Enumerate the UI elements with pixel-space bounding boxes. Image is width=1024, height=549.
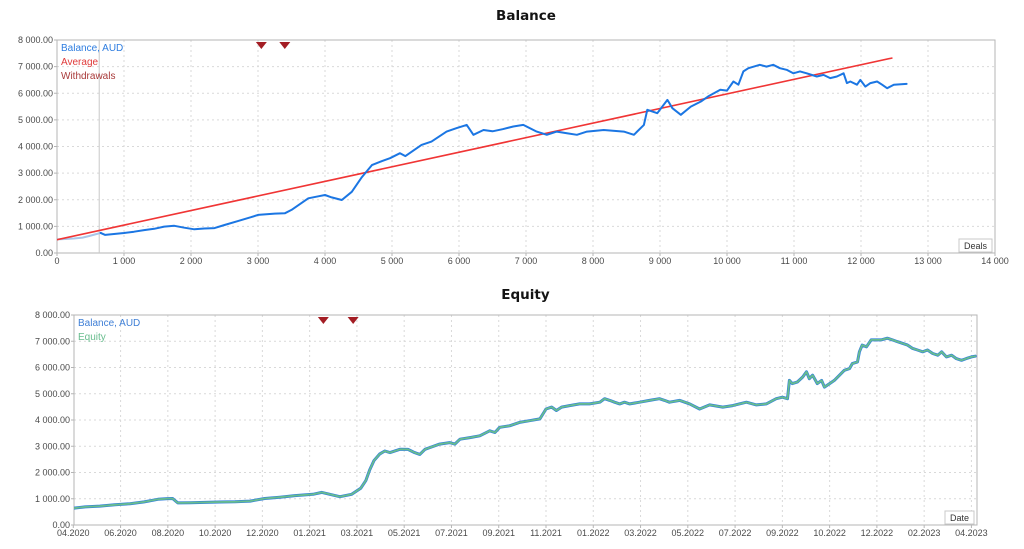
x-tick-label: 07.2021 (435, 528, 468, 538)
x-tick-label: 13 000 (914, 256, 942, 266)
x-tick-label: 8 000 (582, 256, 605, 266)
x-tick-label: 09.2022 (766, 528, 799, 538)
legend-item-balance-aud: Balance, AUD (61, 43, 124, 54)
legend-item-equity: Equity (78, 332, 106, 343)
average-line (57, 57, 893, 241)
balance-initial-segment--line (57, 231, 103, 241)
equity-chart: Equity 8 000.00 7 000.00 6 000.00 5 000.00 4… (0, 283, 1024, 549)
equity-chart-title: Equity (501, 287, 550, 303)
x-tick-label: 10.2020 (199, 528, 232, 538)
x-tick-label: 04.2023 (955, 528, 988, 538)
x-tick-label: 10.2022 (813, 528, 846, 538)
x-tick-label: 6 000 (448, 256, 471, 266)
plot-border (56, 39, 996, 254)
axis-name-box (958, 238, 993, 253)
equity-line (74, 337, 977, 510)
x-tick-label: 07.2022 (719, 528, 752, 538)
x-tick-label: 5 000 (381, 256, 404, 266)
x-tick-label: 09.2021 (482, 528, 515, 538)
x-tick-label: 01.2022 (577, 528, 610, 538)
y-tick-label: 7 000.00 (35, 336, 70, 346)
x-tick-label: 03.2021 (341, 528, 374, 538)
withdrawal-marker-icon (279, 42, 291, 49)
y-tick-label: 1 000.00 (35, 494, 70, 504)
withdrawal-marker-icon (317, 317, 329, 324)
x-tick-label: 08.2020 (152, 528, 185, 538)
x-tick-label: 4 000 (314, 256, 337, 266)
equity-chart-plot: 8 000.00 7 000.00 6 000.00 5 000.00 4 000.00… (35, 310, 988, 538)
x-tick-label: 05.2022 (672, 528, 705, 538)
y-tick-label: 0.00 (52, 520, 70, 530)
x-tick-label: 3 000 (247, 256, 270, 266)
x-tick-label: 02.2023 (908, 528, 941, 538)
x-tick-label: 10 000 (713, 256, 741, 266)
y-tick-label: 4 000.00 (18, 142, 53, 152)
y-tick-label: 6 000.00 (18, 88, 53, 98)
balance-aud-line (99, 63, 908, 236)
y-tick-label: 2 000.00 (35, 468, 70, 478)
axis-name-label: Date (950, 513, 969, 523)
y-tick-label: 6 000.00 (35, 363, 70, 373)
x-tick-label: 14 000 (981, 256, 1009, 266)
x-tick-label: 2 000 (180, 256, 203, 266)
x-tick-label: 05.2021 (388, 528, 421, 538)
legend-item-average: Average (61, 57, 99, 68)
x-tick-label: 11.2021 (530, 528, 562, 538)
balance-chart: Balance 8 000.00 7 000.00 6 000.00 5 000.00… (18, 8, 1009, 266)
withdrawal-marker-icon (255, 42, 267, 49)
axis-name-box (944, 510, 975, 525)
equity-chart-legend: Balance, AUD Equity (78, 317, 140, 345)
legend-item-balance-aud: Balance, AUD (78, 318, 141, 329)
balance-chart-plot: 8 000.00 7 000.00 6 000.00 5 000.00 4 000.00… (18, 35, 1009, 266)
x-tick-label: 11 000 (781, 256, 808, 266)
x-tick-label: 12.2020 (246, 528, 279, 538)
x-tick-label: 06.2020 (104, 528, 137, 538)
x-tick-label: 12.2022 (861, 528, 894, 538)
y-tick-label: 7 000.00 (18, 62, 53, 72)
legend-item-withdrawals: Withdrawals (61, 71, 116, 82)
y-tick-label: 3 000.00 (35, 441, 70, 451)
balance-chart-title: Balance (496, 8, 556, 24)
x-tick-label: 7 000 (515, 256, 538, 266)
balance-chart-legend: Balance, AUD Average Withdrawals (61, 42, 123, 84)
x-tick-label: 04.2020 (57, 528, 90, 538)
y-tick-label: 3 000.00 (18, 168, 53, 178)
balance-aud-line (74, 336, 977, 510)
withdrawal-marker-icon (347, 317, 359, 324)
y-tick-label: 0.00 (35, 248, 53, 258)
y-tick-label: 8 000.00 (18, 35, 53, 45)
x-tick-label: 1 000 (113, 256, 136, 266)
y-tick-label: 5 000.00 (18, 115, 53, 125)
y-tick-label: 2 000.00 (18, 195, 53, 205)
x-tick-label: 01.2021 (293, 528, 326, 538)
x-tick-label: 12 000 (847, 256, 875, 266)
y-tick-label: 4 000.00 (35, 415, 70, 425)
y-tick-label: 1 000.00 (18, 221, 53, 231)
x-tick-label: 9 000 (649, 256, 672, 266)
plot-border (73, 314, 978, 526)
y-tick-label: 8 000.00 (35, 310, 70, 320)
x-tick-label: 03.2022 (624, 528, 657, 538)
x-tick-label: 0 (54, 256, 59, 266)
y-tick-label: 5 000.00 (35, 389, 70, 399)
axis-name-label: Deals (964, 241, 988, 251)
